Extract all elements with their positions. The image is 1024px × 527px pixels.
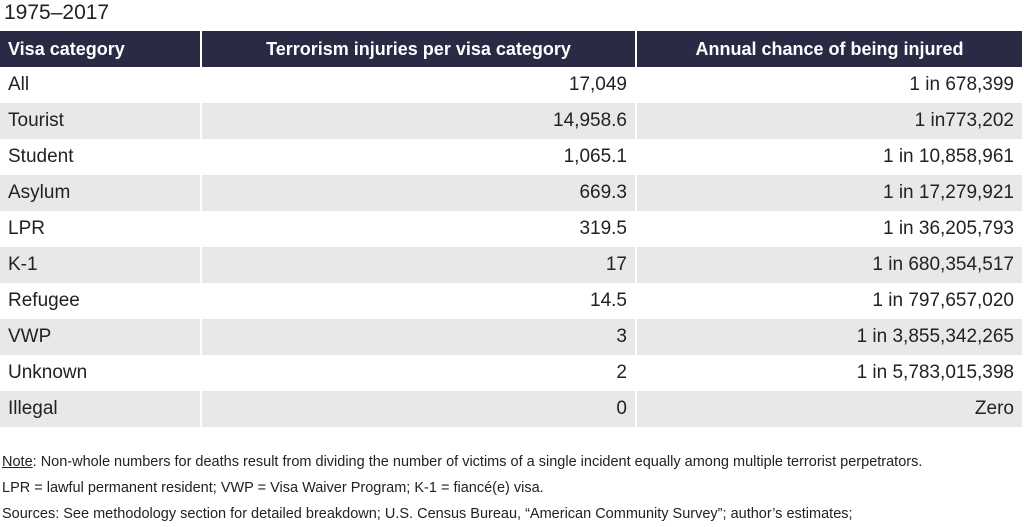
table-row: K-1 17 1 in 680,354,517	[0, 247, 1022, 283]
note-line: Note: Non-whole numbers for deaths resul…	[2, 449, 922, 475]
annual-chance-cell: 1 in 10,858,961	[635, 139, 1022, 175]
column-header-annual-chance: Annual chance of being injured	[635, 31, 1022, 67]
column-header-visa-category: Visa category	[0, 31, 201, 67]
table-row: Illegal 0 Zero	[0, 391, 1022, 427]
annual-chance-cell: 1 in 797,657,020	[635, 283, 1022, 319]
sources-line: Sources: See methodology section for det…	[2, 506, 853, 522]
visa-category-cell: Student	[0, 139, 201, 175]
visa-injuries-table: Visa category Terrorism injuries per vis…	[0, 31, 1022, 427]
visa-category-cell: Tourist	[0, 103, 201, 139]
table-row: Student 1,065.1 1 in 10,858,961	[0, 139, 1022, 175]
note-text: : Non-whole numbers for deaths result fr…	[32, 454, 923, 470]
injuries-cell: 669.3	[200, 175, 636, 211]
note-label: Note	[2, 454, 33, 470]
table-row: All 17,049 1 in 678,399	[0, 67, 1022, 103]
injuries-cell: 319.5	[200, 211, 636, 247]
injuries-cell: 14,958.6	[200, 103, 636, 139]
annual-chance-cell: 1 in 36,205,793	[635, 211, 1022, 247]
annual-chance-cell: 1 in 678,399	[635, 67, 1022, 103]
table-header-row: Visa category Terrorism injuries per vis…	[0, 31, 1022, 67]
injuries-cell: 3	[200, 319, 636, 355]
annual-chance-cell: 1 in 680,354,517	[635, 247, 1022, 283]
abbreviations-line: LPR = lawful permanent resident; VWP = V…	[2, 480, 544, 496]
table-row: Refugee 14.5 1 in 797,657,020	[0, 283, 1022, 319]
table-subtitle: 1975–2017	[4, 1, 110, 24]
visa-category-cell: All	[0, 67, 201, 103]
table-row: Asylum 669.3 1 in 17,279,921	[0, 175, 1022, 211]
visa-category-cell: K-1	[0, 247, 201, 283]
table-row: LPR 319.5 1 in 36,205,793	[0, 211, 1022, 247]
injuries-cell: 14.5	[200, 283, 636, 319]
table-notes: Note: Non-whole numbers for deaths resul…	[2, 449, 922, 527]
injuries-cell: 2	[200, 355, 636, 391]
column-header-injuries: Terrorism injuries per visa category	[200, 31, 636, 67]
injuries-cell: 0	[200, 391, 636, 427]
visa-category-cell: LPR	[0, 211, 201, 247]
table-row: Unknown 2 1 in 5,783,015,398	[0, 355, 1022, 391]
annual-chance-cell: Zero	[635, 391, 1022, 427]
visa-category-cell: Unknown	[0, 355, 201, 391]
annual-chance-cell: 1 in 17,279,921	[635, 175, 1022, 211]
visa-category-cell: VWP	[0, 319, 201, 355]
visa-category-cell: Illegal	[0, 391, 201, 427]
injuries-cell: 17,049	[200, 67, 636, 103]
table-row: Tourist 14,958.6 1 in773,202	[0, 103, 1022, 139]
table-row: VWP 3 1 in 3,855,342,265	[0, 319, 1022, 355]
annual-chance-cell: 1 in 3,855,342,265	[635, 319, 1022, 355]
visa-category-cell: Asylum	[0, 175, 201, 211]
annual-chance-cell: 1 in773,202	[635, 103, 1022, 139]
visa-category-cell: Refugee	[0, 283, 201, 319]
annual-chance-cell: 1 in 5,783,015,398	[635, 355, 1022, 391]
injuries-cell: 1,065.1	[200, 139, 636, 175]
injuries-cell: 17	[200, 247, 636, 283]
